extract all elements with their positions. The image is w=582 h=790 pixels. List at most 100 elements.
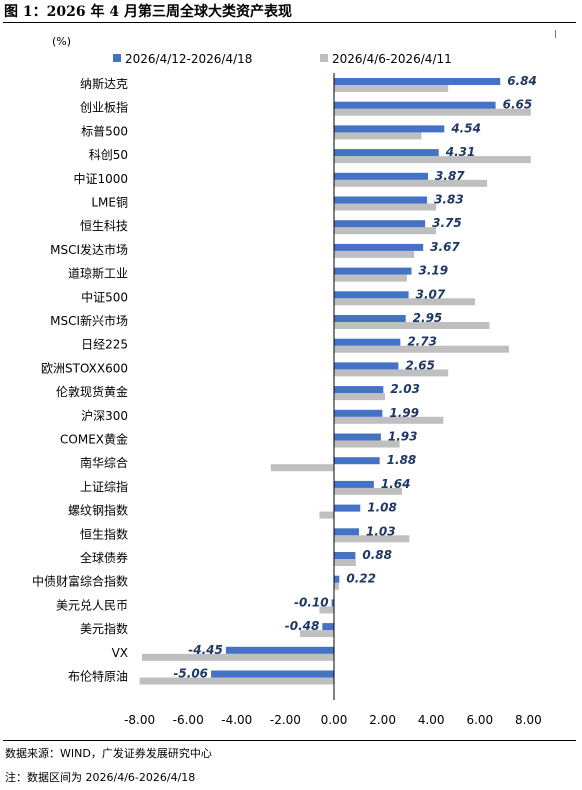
data-label: 2.95	[413, 311, 443, 325]
data-label: 2.03	[390, 382, 420, 396]
unit-label: (%)	[52, 35, 71, 48]
source-rule	[3, 740, 576, 741]
bar-previous	[334, 298, 475, 306]
legend-swatch-previous	[320, 54, 328, 62]
category-label: 科创50	[89, 148, 128, 162]
bar-previous	[334, 416, 444, 424]
data-label: 1.08	[367, 501, 397, 515]
category-label: 全球债券	[80, 550, 128, 565]
bar-current	[334, 172, 429, 180]
data-label: 3.67	[430, 240, 460, 254]
category-label: VX	[112, 646, 128, 660]
bar-chart: (%) 2026/4/12-2026/4/18 2026/4/6-2026/4/…	[32, 35, 542, 727]
category-label: 沪深300	[81, 409, 128, 423]
bar-current	[334, 291, 409, 299]
x-tick-label: 8.00	[515, 713, 542, 727]
x-tick-label: -4.00	[221, 713, 252, 727]
data-label: 1.93	[388, 430, 418, 444]
data-label: -4.45	[188, 643, 223, 657]
data-label: 3.07	[416, 287, 446, 301]
source-note: 数据来源：WIND，广发证券发展研究中心	[5, 747, 212, 760]
category-label: MSCI发达市场	[50, 242, 128, 257]
bar-previous	[334, 393, 386, 401]
date-range-note: 注：数据区间为 2026/4/6-2026/4/18	[5, 771, 196, 784]
bar-previous	[334, 322, 490, 329]
legend-label-current: 2026/4/12-2026/4/18	[125, 52, 252, 66]
bar-previous	[334, 85, 449, 92]
bar-previous	[334, 487, 403, 495]
bar-previous	[270, 464, 334, 472]
bar-current	[334, 409, 383, 417]
data-label: 0.22	[346, 572, 376, 586]
corner-mark	[555, 30, 556, 38]
bar-previous	[334, 250, 415, 258]
legend: 2026/4/12-2026/4/18 2026/4/6-2026/4/11	[113, 52, 452, 66]
category-label: 中证1000	[73, 171, 128, 186]
bar-current	[334, 315, 406, 322]
data-label: 0.88	[362, 548, 392, 562]
category-label: 中证500	[81, 289, 128, 304]
category-label: 美元指数	[80, 621, 128, 636]
data-label: 4.54	[450, 121, 481, 135]
bar-current	[334, 220, 426, 228]
bar-current	[225, 646, 334, 654]
category-label: 南华综合	[80, 455, 128, 470]
bar-previous	[334, 132, 422, 140]
category-label: 上证综指	[80, 479, 128, 494]
category-label: 创业板指	[80, 100, 128, 115]
bar-previous	[319, 511, 334, 519]
data-label: 1.64	[381, 477, 411, 491]
bar-previous	[139, 677, 334, 685]
bar-current	[334, 267, 412, 275]
bar-current	[334, 101, 496, 109]
bar-previous	[334, 227, 437, 235]
bar-previous	[299, 630, 334, 638]
x-tick-label: 0.00	[321, 713, 348, 727]
category-label: COMEX黄金	[60, 432, 128, 447]
bar-current	[334, 78, 501, 85]
data-label: 2.65	[405, 358, 435, 372]
x-tick-label: 6.00	[466, 713, 493, 727]
bar-current	[334, 243, 424, 251]
data-label: 1.88	[387, 453, 417, 467]
figure-title: 图 1：2026 年 4 月第三周全球大类资产表现	[4, 4, 292, 20]
bar-current	[334, 552, 356, 559]
bar-previous	[334, 156, 531, 164]
bar-current	[334, 386, 384, 394]
data-label: 2.73	[407, 335, 437, 349]
x-tick-label: -6.00	[173, 713, 204, 727]
data-label: 3.87	[435, 169, 465, 183]
x-tick-label: -2.00	[270, 713, 301, 727]
bar-previous	[334, 203, 437, 211]
data-label: 3.83	[434, 193, 464, 207]
data-label: 1.03	[366, 524, 396, 538]
bar-previous	[334, 345, 509, 353]
bar-current	[334, 338, 401, 346]
bar-previous	[334, 440, 400, 448]
data-label: 6.65	[503, 98, 533, 112]
bar-previous	[142, 653, 334, 661]
legend-swatch-current	[113, 54, 121, 62]
data-label: 1.99	[389, 406, 419, 420]
bar-current	[334, 362, 399, 370]
bar-previous	[334, 274, 407, 282]
bar-previous	[334, 369, 449, 377]
bar-previous	[334, 535, 410, 543]
data-label: -0.10	[294, 595, 329, 609]
category-label: 美元兑人民币	[56, 598, 128, 612]
data-label: 4.31	[445, 145, 476, 159]
category-label: 欧洲STOXX600	[41, 361, 128, 375]
bar-current	[334, 575, 340, 583]
category-label: MSCI新兴市场	[50, 313, 128, 328]
x-tick-label: -8.00	[124, 713, 155, 727]
data-label: -0.48	[285, 619, 320, 633]
category-label: 日经225	[81, 338, 128, 352]
category-label: 伦敦现货黄金	[56, 384, 128, 399]
bar-previous	[334, 559, 356, 566]
category-label: 纳斯达克	[80, 77, 128, 91]
data-label: 3.75	[432, 216, 462, 230]
bar-previous	[334, 108, 531, 116]
bar-current	[322, 623, 334, 631]
category-label: LME铜	[91, 195, 128, 210]
bar-current	[334, 480, 374, 488]
